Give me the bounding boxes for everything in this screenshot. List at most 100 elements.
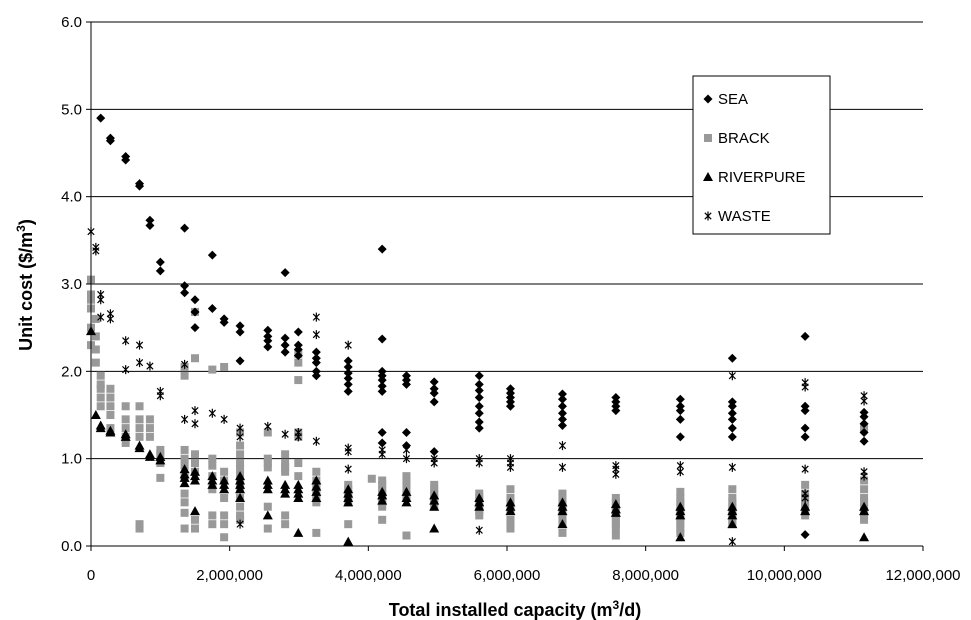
x-tick-label: 8,000,000 — [612, 567, 679, 584]
triangle-marker — [401, 497, 412, 507]
diamond-marker — [429, 377, 439, 387]
triangle-marker — [311, 486, 322, 496]
square-marker — [121, 415, 130, 424]
diamond-marker — [343, 373, 353, 383]
diamond-marker — [429, 397, 439, 407]
y-tick-label: 1.0 — [61, 451, 82, 468]
star-marker — [801, 464, 809, 474]
star-marker — [281, 429, 289, 439]
square-marker — [208, 520, 217, 529]
diamond-marker — [105, 136, 115, 146]
square-marker — [558, 528, 567, 537]
y-tick-label: 0.0 — [61, 538, 82, 555]
diamond-marker — [293, 351, 303, 361]
diamond-marker — [235, 327, 245, 337]
square-marker — [263, 454, 272, 463]
square-marker — [860, 485, 869, 494]
square-marker — [180, 445, 189, 454]
square-marker — [506, 524, 515, 533]
triangle-marker — [557, 519, 568, 529]
square-marker — [263, 428, 272, 437]
triangle-marker — [800, 506, 811, 516]
square-marker — [263, 459, 272, 468]
square-marker — [611, 524, 620, 533]
star-marker — [236, 432, 244, 442]
square-marker — [611, 493, 620, 502]
square-marker — [135, 415, 144, 424]
star-marker — [344, 340, 352, 350]
square-marker — [135, 402, 144, 411]
star-marker — [344, 447, 352, 457]
square-marker — [208, 485, 217, 494]
diamond-marker — [377, 427, 387, 437]
diamond-marker — [145, 215, 155, 225]
triangle-marker — [343, 536, 354, 546]
square-marker — [860, 511, 869, 520]
diamond-marker — [180, 288, 190, 298]
diamond-marker — [263, 325, 273, 335]
square-marker — [236, 450, 245, 459]
star-marker — [180, 414, 189, 424]
square-marker — [96, 393, 105, 402]
star-marker — [728, 537, 736, 547]
diamond-marker — [800, 432, 810, 442]
triangle-marker — [179, 478, 190, 488]
diamond-marker — [235, 356, 245, 366]
triangle-marker — [262, 510, 273, 520]
square-marker — [191, 450, 199, 459]
triangle-marker — [610, 507, 621, 517]
diamond-marker — [505, 401, 515, 411]
star-marker — [236, 519, 244, 529]
diamond-marker — [401, 427, 411, 437]
square-marker — [220, 511, 229, 520]
diamond-marker — [727, 401, 737, 411]
triangle-marker — [675, 510, 686, 520]
diamond-marker — [121, 155, 131, 165]
star-marker — [220, 414, 228, 424]
triangle-marker — [95, 423, 106, 433]
diamond-marker — [207, 250, 217, 260]
square-marker — [135, 424, 144, 433]
square-marker — [263, 502, 272, 511]
legend-items: SEA BRACK RIVERPURE WASTE — [703, 91, 806, 225]
legend-marker-waste — [704, 211, 712, 221]
diamond-marker — [311, 347, 321, 357]
diamond-marker — [557, 408, 567, 418]
diamond-marker — [557, 389, 567, 399]
triangle-marker — [474, 501, 485, 511]
square-marker — [220, 533, 229, 542]
square-marker — [281, 459, 290, 468]
square-marker — [121, 402, 130, 411]
y-axis-title: Unit cost ($/m3) — [14, 219, 36, 351]
diamond-marker — [377, 438, 387, 448]
triangle-marker — [675, 532, 686, 542]
square-marker — [430, 485, 439, 494]
square-marker — [91, 314, 100, 323]
square-marker — [860, 515, 869, 524]
diamond-marker — [180, 223, 190, 233]
square-marker — [402, 531, 411, 540]
triangle-marker — [120, 431, 131, 441]
star-marker — [344, 464, 352, 474]
diamond-marker — [343, 386, 353, 396]
square-marker — [294, 358, 303, 367]
y-tick-label: 2.0 — [61, 363, 82, 380]
triangle-marker — [90, 410, 101, 419]
diamond-marker — [474, 408, 484, 418]
diamond-marker — [311, 358, 321, 368]
square-marker — [180, 371, 189, 380]
square-marker — [236, 441, 245, 450]
diamond-marker — [155, 257, 165, 267]
triangle-marker — [311, 492, 322, 502]
diamond-marker — [557, 401, 567, 411]
diamond-marker — [859, 419, 869, 429]
square-marker — [263, 524, 272, 533]
star-marker — [106, 314, 115, 324]
star-marker — [208, 408, 216, 418]
triangle-marker — [727, 510, 738, 520]
triangle-marker — [429, 490, 440, 500]
square-marker — [180, 489, 189, 498]
square-marker — [106, 384, 115, 393]
square-marker — [96, 384, 105, 393]
star-marker — [430, 458, 438, 468]
